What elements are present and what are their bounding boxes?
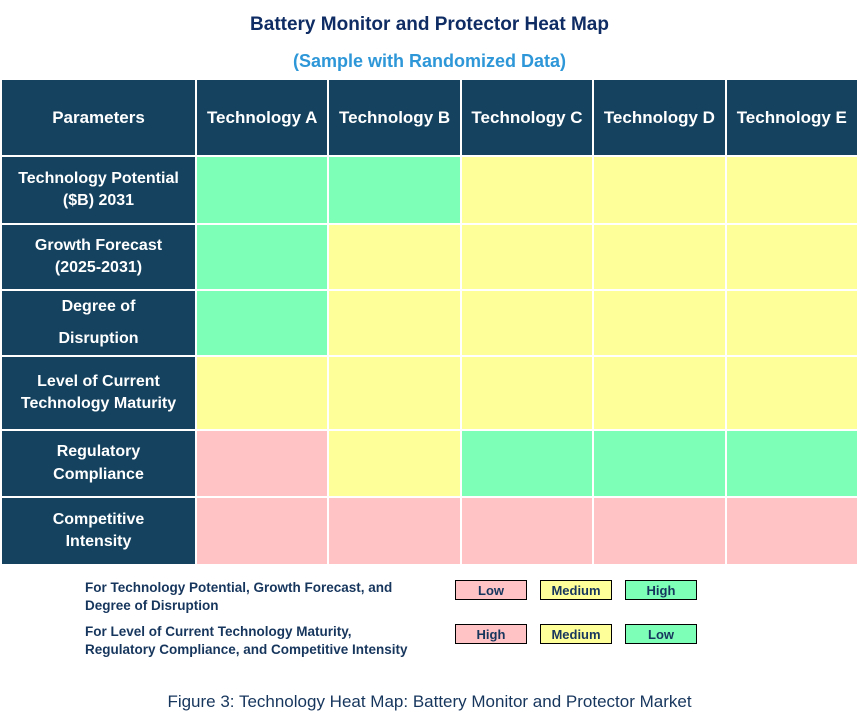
heatmap-cell-green [197, 291, 328, 355]
heatmap-cell-pink [197, 431, 328, 496]
heatmap-cell-yellow [329, 431, 460, 496]
heatmap-cell-yellow [594, 225, 725, 289]
heatmap-cell-yellow [726, 291, 857, 355]
heatmap-cell-pink [461, 498, 593, 564]
heatmap-cell-pink [594, 498, 725, 564]
parameters-header: Parameters [2, 80, 195, 155]
heatmap-cell-green [594, 431, 725, 496]
heatmap-cell-yellow [726, 157, 857, 223]
legend-row-maturity-scale: For Level of Current Technology Maturity… [85, 623, 859, 658]
heatmap-cell-yellow [594, 291, 725, 355]
figure-caption: Figure 3: Technology Heat Map: Battery M… [167, 692, 692, 712]
row-label: Regulatory Compliance [2, 431, 195, 496]
heatmap-cell-green [197, 157, 328, 223]
legend-swatch-low: Low [455, 580, 527, 600]
legend-swatch-medium: Medium [540, 624, 612, 645]
row-label: Degree of Disruption [2, 291, 195, 355]
legend-scale-description: For Technology Potential, Growth Forecas… [85, 580, 393, 613]
table-row: Regulatory Compliance [2, 431, 857, 496]
legend: For Technology Potential, Growth Forecas… [85, 579, 859, 658]
page-subtitle: (Sample with Randomized Data) [292, 51, 567, 71]
page-title: Battery Monitor and Protector Heat Map [250, 14, 609, 35]
column-header: Technology C [461, 80, 593, 155]
legend-swatches: High Medium Low [455, 624, 697, 645]
heatmap-cell-yellow [329, 357, 460, 429]
column-header: Technology E [726, 80, 857, 155]
column-header: Technology D [594, 80, 725, 155]
table-row: Competitive Intensity [2, 498, 857, 564]
heatmap-table: Parameters Technology A Technology B Techno… [2, 80, 857, 564]
heatmap-cell-green [197, 225, 328, 289]
heatmap-cell-yellow [329, 291, 460, 355]
heatmap-cell-yellow [197, 357, 328, 429]
heatmap-cell-yellow [726, 357, 857, 429]
heatmap-cell-yellow [461, 357, 593, 429]
heatmap-cell-pink [726, 498, 857, 564]
legend-swatch-high: High [455, 624, 527, 645]
heatmap-cell-green [461, 431, 593, 496]
legend-swatch-medium: Medium [540, 580, 612, 600]
legend-row-potential-scale: For Technology Potential, Growth Forecas… [85, 579, 859, 614]
legend-swatch-high: High [625, 580, 697, 600]
heatmap-cell-yellow [461, 225, 593, 289]
table-row: Degree of Disruption [2, 291, 857, 355]
heatmap-cell-green [726, 431, 857, 496]
heatmap-cell-yellow [461, 157, 593, 223]
heatmap-cell-yellow [329, 225, 460, 289]
heatmap-cell-pink [197, 498, 328, 564]
heatmap-cell-yellow [594, 357, 725, 429]
column-header: Technology B [329, 80, 460, 155]
heatmap-cell-yellow [726, 225, 857, 289]
row-label: Technology Potential ($B) 2031 [2, 157, 195, 223]
legend-swatches: Low Medium High [455, 580, 697, 600]
table-row: Technology Potential ($B) 2031 [2, 157, 857, 223]
header-row: Parameters Technology A Technology B Techno… [2, 80, 857, 155]
legend-swatch-low: Low [625, 624, 697, 645]
heatmap-cell-pink [329, 498, 460, 564]
row-label: Level of Current Technology Maturity [2, 357, 195, 429]
column-header: Technology A [197, 80, 328, 155]
heatmap-cell-yellow [594, 157, 725, 223]
heatmap-cell-green [329, 157, 460, 223]
table-row: Growth Forecast (2025-2031) [2, 225, 857, 289]
row-label: Competitive Intensity [2, 498, 195, 564]
table-row: Level of Current Technology Maturity [2, 357, 857, 429]
heatmap-cell-yellow [461, 291, 593, 355]
legend-scale-description: For Level of Current Technology Maturity… [85, 624, 408, 657]
row-label: Growth Forecast (2025-2031) [2, 225, 195, 289]
